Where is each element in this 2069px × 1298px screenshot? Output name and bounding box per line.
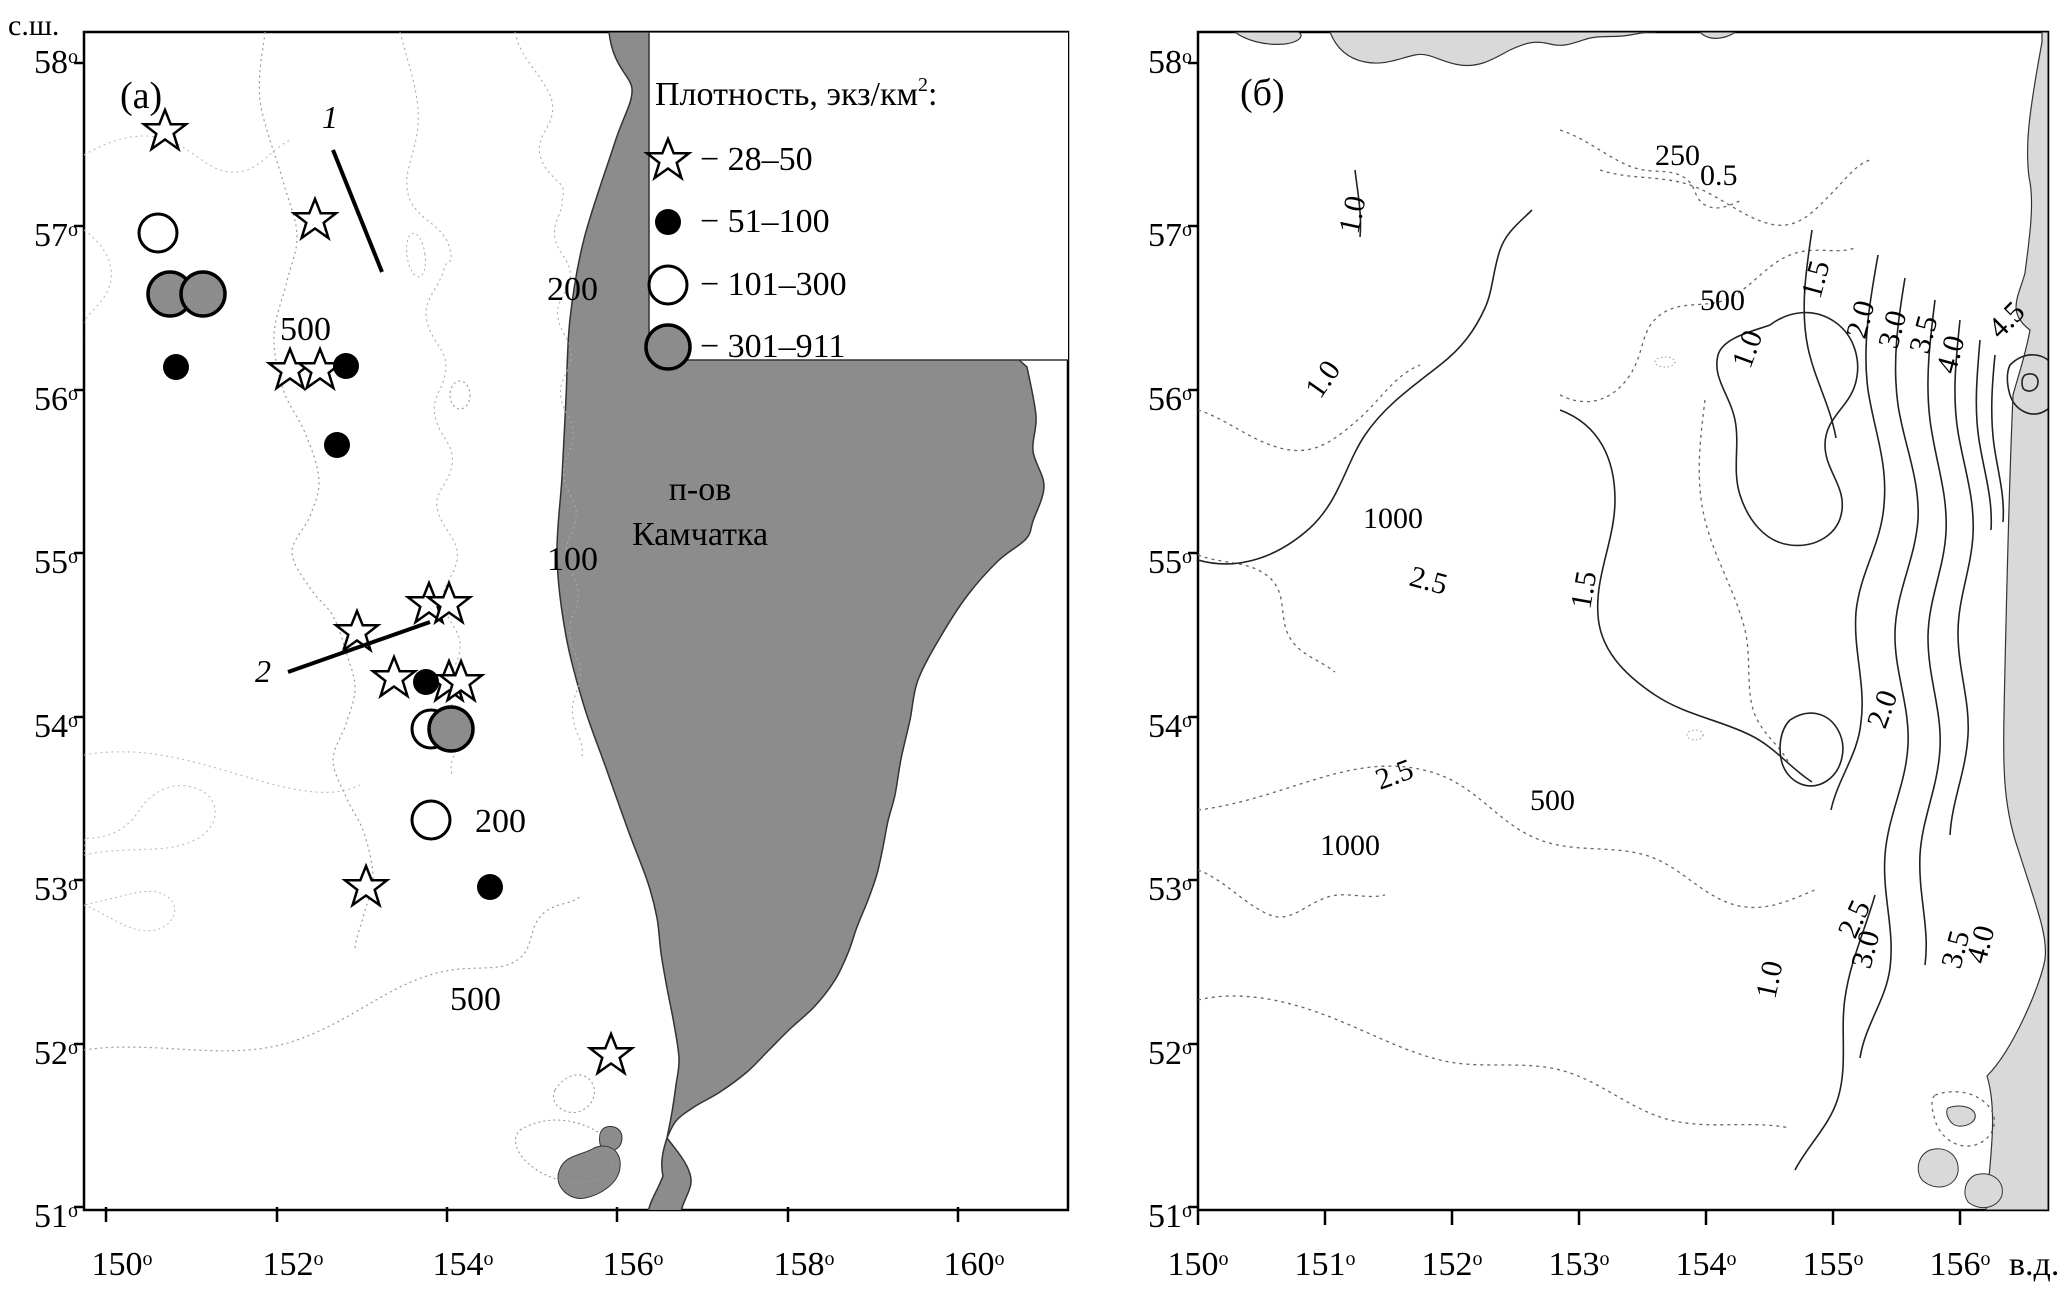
svg-text:0.5: 0.5 [1700,159,1738,192]
svg-text:250: 250 [1655,139,1700,172]
svg-text:500: 500 [1700,284,1745,317]
svg-text:Плотность, экз/км2:: Плотность, экз/км2: [655,74,937,113]
svg-text:500: 500 [1530,784,1575,817]
svg-text:1000: 1000 [1320,829,1380,862]
svg-text:− 301–911: − 301–911 [700,328,845,365]
svg-text:500: 500 [280,311,331,348]
svg-text:1: 1 [322,99,338,135]
svg-text:Камчатка: Камчатка [632,516,768,553]
svg-text:− 51–100: − 51–100 [700,203,830,240]
svg-text:2: 2 [255,653,271,689]
svg-text:(a): (a) [120,75,162,117]
svg-text:500: 500 [450,981,501,1018]
svg-text:− 101–300: − 101–300 [700,266,847,303]
svg-text:200: 200 [475,803,526,840]
svg-text:(б): (б) [1240,72,1285,114]
svg-text:1.5: 1.5 [1564,569,1603,612]
svg-text:1000: 1000 [1363,502,1423,535]
svg-text:в.д.: в.д. [2009,1246,2059,1283]
svg-text:с.ш.: с.ш. [8,9,59,42]
svg-text:п-ов: п-ов [669,471,732,508]
svg-text:200: 200 [547,271,598,308]
svg-text:− 28–50: − 28–50 [700,141,813,178]
svg-text:100: 100 [547,541,598,578]
